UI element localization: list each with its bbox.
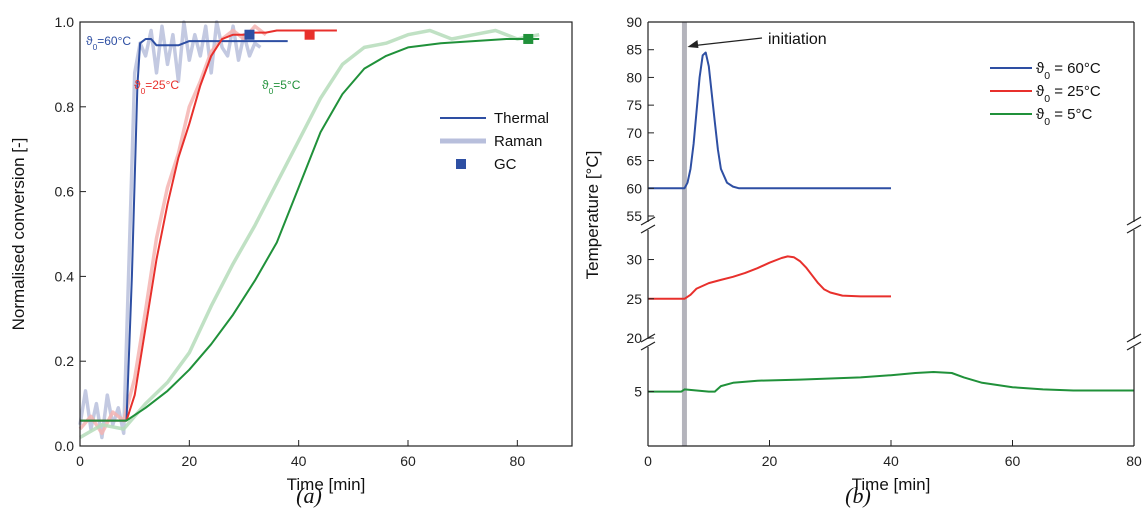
- raman-line-1: [78, 24, 267, 436]
- initiation-bar: [681, 22, 687, 446]
- annotation-1: ϑ0=25°C: [134, 78, 179, 96]
- axis-break-mark-top-0-0: [640, 216, 656, 226]
- x-tick-label-b-0: 0: [644, 453, 652, 469]
- annotation-0: ϑ0=60°C: [86, 34, 131, 52]
- caption-b: (b): [845, 483, 871, 508]
- axis-break-gap-1-1: [1128, 339, 1140, 347]
- y-tick-label-b-0-3: 70: [626, 125, 642, 141]
- axis-break-mark-bot-0-1: [1126, 224, 1142, 234]
- legend-label-gc: GC: [494, 156, 517, 173]
- y-tick-label-b-1-1: 25: [626, 291, 642, 307]
- x-tick-label-b-3: 60: [1005, 453, 1021, 469]
- axis-break-mark-top-1-1: [1126, 333, 1142, 343]
- y-tick-label-b-1-2: 30: [626, 252, 642, 268]
- initiation-arrow-line: [690, 37, 763, 47]
- thermal-line-2: [80, 38, 540, 422]
- thermal-line-1: [80, 29, 337, 422]
- y-tick-label-b-0-0: 55: [626, 208, 642, 224]
- axis-break-mark-bot-1-1: [1126, 341, 1142, 351]
- raman-line-2: [79, 28, 540, 440]
- axis-break-gap-1-0: [642, 339, 654, 347]
- y-axis-title-b: Temperature [°C]: [583, 151, 602, 280]
- plot-frame-a: [79, 21, 573, 447]
- y-axis-title-a: Normalised conversion [-]: [9, 138, 28, 331]
- axis-break-gap-0-0: [642, 222, 654, 230]
- initiation-label: initiation: [768, 31, 827, 48]
- temp-line-1: [648, 255, 891, 300]
- gc-marker-1-0: [304, 29, 315, 40]
- y-tick-label-a-4: 0.8: [55, 99, 75, 115]
- y-tick-label-a-2: 0.4: [55, 268, 75, 284]
- y-tick-label-a-1: 0.2: [55, 353, 75, 369]
- legend-swatch-gc: [456, 159, 466, 169]
- y-tick-label-b-1-0: 20: [626, 330, 642, 346]
- x-tick-label-a-4: 80: [510, 453, 526, 469]
- y-tick-label-b-0-4: 75: [626, 97, 642, 113]
- x-axis-title-b: Time [min]: [852, 475, 931, 494]
- legend-label-thermal: Thermal: [494, 110, 549, 127]
- gc-marker-0-0: [244, 29, 255, 40]
- panel-b-chart: 55 60 65 70 75 80 85 90 20 25 30 5 0 20 40 60 80 Time [mi…: [583, 14, 1142, 494]
- y-tick-label-b-0-1: 60: [626, 180, 642, 196]
- caption-a: (a): [296, 483, 322, 508]
- axis-break-gap-0-1: [1128, 222, 1140, 230]
- y-tick-label-b-0-6: 85: [626, 42, 642, 58]
- panel-a-chart: ϑ0=60°C ϑ0=25°C ϑ0=5°C 0 20 40 60 80 0.0 0.2 0.4 0.…: [9, 14, 573, 494]
- y-tick-label-b-2-0: 5: [634, 384, 642, 400]
- x-tick-label-a-0: 0: [76, 453, 84, 469]
- y-tick-label-b-0-7: 90: [626, 14, 642, 30]
- legend-label-b-1: ϑ0 = 25°C: [1036, 83, 1101, 105]
- axis-break-mark-top-0-1: [1126, 216, 1142, 226]
- y-tick-label-a-0: 0.0: [55, 438, 75, 454]
- axis-break-mark-bot-1-0: [640, 341, 656, 351]
- x-tick-label-a-3: 60: [400, 453, 416, 469]
- legend-label-b-2: ϑ0 = 5°C: [1036, 106, 1092, 128]
- annotation-2: ϑ0=5°C: [262, 78, 301, 96]
- y-tick-label-a-3: 0.6: [55, 184, 75, 200]
- initiation-arrow-head: [687, 40, 699, 48]
- y-tick-label-b-0-5: 80: [626, 69, 642, 85]
- temp-line-2: [648, 371, 1134, 393]
- x-tick-label-b-4: 80: [1126, 453, 1142, 469]
- x-tick-label-a-2: 40: [291, 453, 307, 469]
- x-tick-label-b-2: 40: [883, 453, 899, 469]
- x-tick-label-b-1: 20: [762, 453, 778, 469]
- temp-line-0: [648, 51, 891, 190]
- y-tick-label-b-0-2: 65: [626, 153, 642, 169]
- legend-label-raman: Raman: [494, 133, 542, 150]
- x-axis-title-a: Time [min]: [287, 475, 366, 494]
- gc-marker-2-0: [523, 33, 534, 44]
- y-tick-label-a-5: 1.0: [55, 14, 75, 30]
- legend-label-b-0: ϑ0 = 60°C: [1036, 60, 1101, 82]
- thermal-line-0: [80, 38, 288, 422]
- x-tick-label-a-1: 20: [182, 453, 198, 469]
- axis-break-mark-bot-0-0: [640, 224, 656, 234]
